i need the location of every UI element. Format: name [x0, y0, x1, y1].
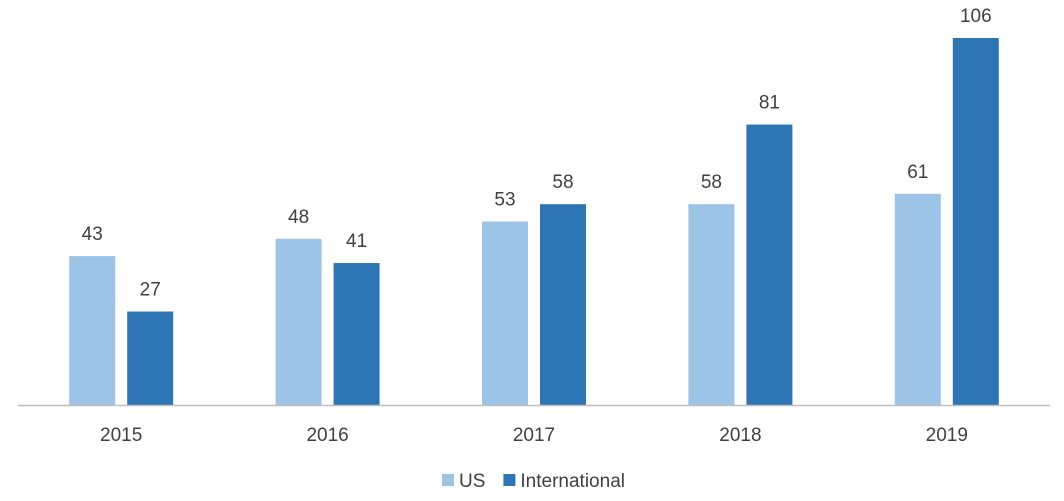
legend-swatch-us [442, 474, 454, 486]
x-tick-label-2019: 2019 [926, 425, 968, 446]
bar-international-2019 [952, 38, 999, 405]
x-tick-label-2017: 2017 [513, 425, 555, 446]
x-tick-label-2015: 2015 [100, 425, 142, 446]
bar-us-2015 [69, 256, 116, 405]
bar-international-2015 [127, 311, 174, 405]
data-label-us-2019: 61 [907, 162, 928, 183]
bar-us-2018 [688, 204, 735, 405]
data-label-us-2018: 58 [701, 172, 722, 193]
data-label-us-2016: 48 [288, 207, 309, 228]
data-label-international-2019: 106 [960, 6, 992, 27]
bar-us-2016 [275, 238, 322, 405]
data-label-us-2017: 53 [494, 190, 515, 211]
data-labels: 43 27 48 41 53 58 58 81 61 106 [82, 6, 992, 301]
x-tick-labels: 2015 2016 2017 2018 2019 [100, 425, 968, 446]
legend-label-us: US [459, 471, 485, 492]
bar-international-2017 [540, 204, 586, 405]
legend: US International [442, 471, 625, 492]
bar-international-2018 [746, 124, 793, 405]
bar-international-2016 [333, 263, 380, 405]
bars [69, 38, 999, 405]
data-label-international-2016: 41 [346, 231, 367, 252]
legend-swatch-international [503, 474, 516, 486]
data-label-us-2015: 43 [82, 224, 103, 245]
bar-us-2019 [894, 193, 941, 405]
data-label-international-2018: 81 [759, 93, 780, 114]
legend-label-international: International [520, 471, 625, 492]
x-tick-label-2016: 2016 [306, 425, 348, 446]
x-tick-label-2018: 2018 [719, 425, 761, 446]
bar-us-2017 [482, 221, 528, 405]
data-label-international-2017: 58 [552, 172, 573, 193]
data-label-international-2015: 27 [140, 280, 161, 301]
